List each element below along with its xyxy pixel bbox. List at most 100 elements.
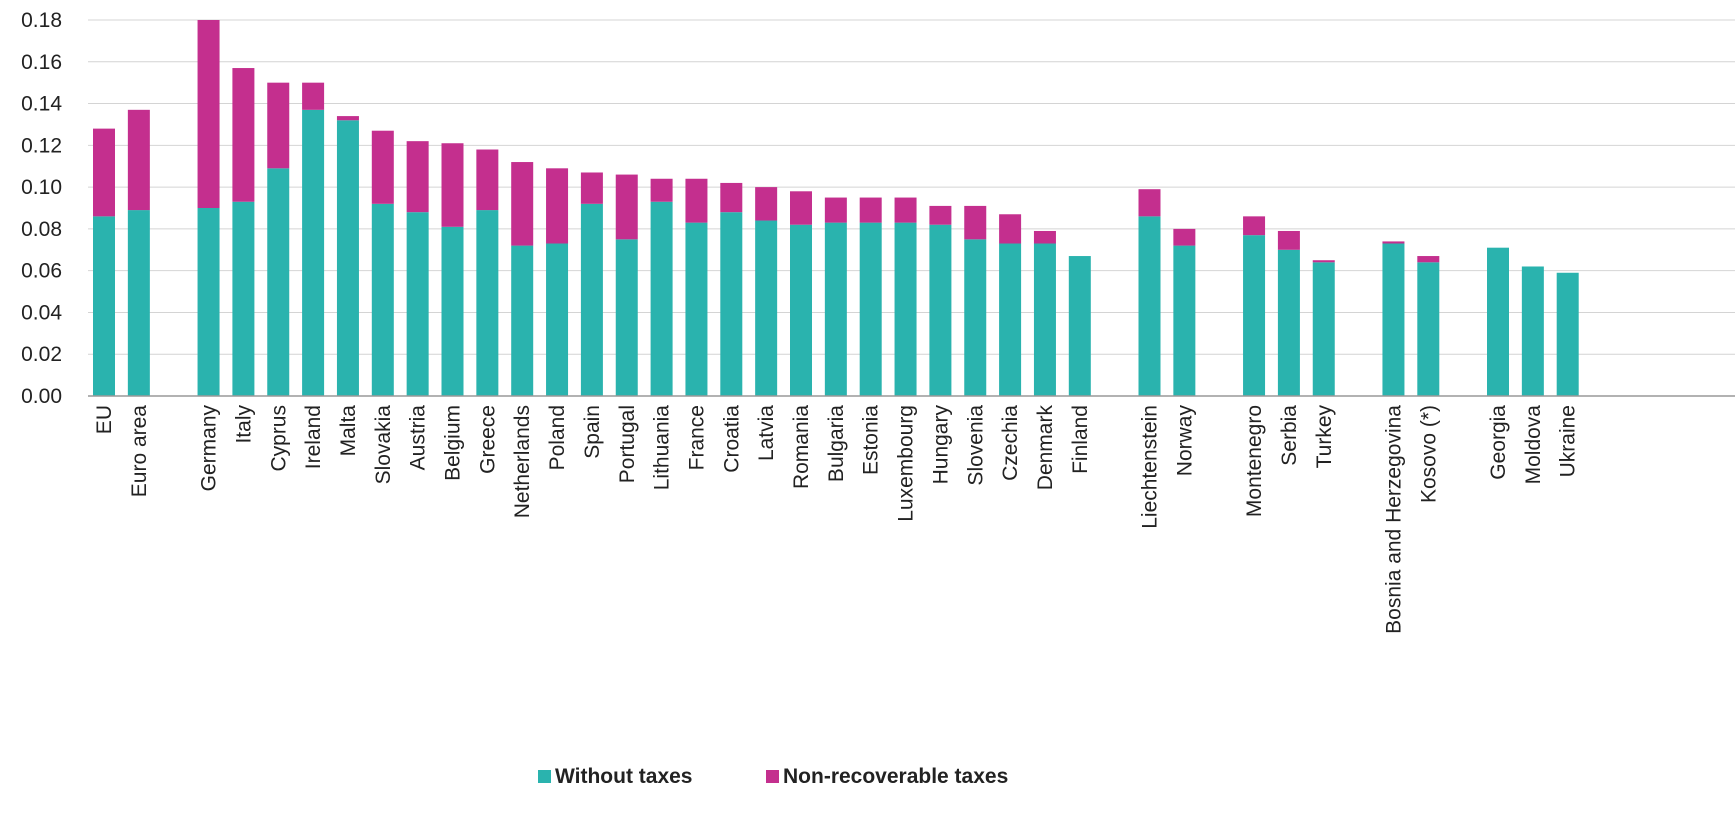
bar-non-recoverable-taxes-italy xyxy=(232,68,255,202)
y-axis-tick-labels: 0.00 0.02 0.04 0.06 0.08 0.10 0.12 0.14 0.16 0.18 xyxy=(21,9,62,408)
y-tick-label: 0.10 xyxy=(21,176,62,199)
x-tick-label-eu: EU xyxy=(93,405,116,434)
y-tick-label: 0.06 xyxy=(21,260,62,283)
bar-non-recoverable-taxes-serbia xyxy=(1277,230,1300,250)
bar-non-recoverable-taxes-liechtenstein xyxy=(1138,189,1161,217)
bar-without-taxes-czechia xyxy=(999,243,1022,396)
legend: Without taxes Non-recoverable taxes xyxy=(538,765,1008,788)
x-tick-label-ireland: Ireland xyxy=(302,405,325,469)
bar-without-taxes-ireland xyxy=(302,109,325,397)
x-tick-label-portugal: Portugal xyxy=(616,405,639,483)
x-tick-label-finland: Finland xyxy=(1069,405,1092,474)
bar-without-taxes-italy xyxy=(232,201,255,396)
x-tick-label-czechia: Czechia xyxy=(999,405,1022,481)
x-tick-label-slovenia: Slovenia xyxy=(964,405,987,486)
bar-non-recoverable-taxes-malta xyxy=(336,116,359,121)
bar-non-recoverable-taxes-portugal xyxy=(615,174,638,240)
y-tick-label: 0.04 xyxy=(21,301,62,324)
y-tick-label: 0.18 xyxy=(21,9,62,32)
y-tick-label: 0.00 xyxy=(21,385,62,408)
y-tick-label: 0.02 xyxy=(21,343,62,366)
x-tick-label-croatia: Croatia xyxy=(720,405,743,473)
bar-non-recoverable-taxes-germany xyxy=(197,20,220,208)
x-tick-label-moldova: Moldova xyxy=(1522,405,1545,485)
bar-non-recoverable-taxes-euro-area xyxy=(127,109,150,211)
bar-non-recoverable-taxes-spain xyxy=(580,172,603,204)
bar-without-taxes-bulgaria xyxy=(824,222,847,396)
bar-without-taxes-malta xyxy=(336,120,359,397)
bar-without-taxes-spain xyxy=(580,203,603,396)
bar-non-recoverable-taxes-bosnia-and-herzegovina xyxy=(1382,241,1405,244)
y-tick-label: 0.14 xyxy=(21,93,62,116)
bar-non-recoverable-taxes-greece xyxy=(476,149,499,211)
x-tick-label-bosnia-and-herzegovina: Bosnia and Herzegovina xyxy=(1382,405,1405,634)
x-tick-label-montenegro: Montenegro xyxy=(1243,405,1266,517)
bar-non-recoverable-taxes-poland xyxy=(546,168,569,244)
x-tick-label-spain: Spain xyxy=(581,405,604,459)
x-tick-label-latvia: Latvia xyxy=(755,405,778,461)
gridlines xyxy=(88,19,1735,355)
bar-without-taxes-finland xyxy=(1068,256,1091,396)
legend-label-without-taxes: Without taxes xyxy=(555,765,692,788)
bar-non-recoverable-taxes-kosovo-star xyxy=(1417,256,1440,263)
x-tick-label-france: France xyxy=(685,405,708,470)
x-tick-label-hungary: Hungary xyxy=(929,405,952,485)
bar-without-taxes-denmark xyxy=(1033,243,1056,396)
bar-without-taxes-lithuania xyxy=(650,201,673,396)
bar-non-recoverable-taxes-latvia xyxy=(755,187,778,221)
x-tick-label-turkey: Turkey xyxy=(1313,405,1336,469)
bar-without-taxes-serbia xyxy=(1277,249,1300,396)
x-tick-label-greece: Greece xyxy=(476,405,499,474)
x-tick-label-norway: Norway xyxy=(1173,405,1196,477)
bar-without-taxes-estonia xyxy=(859,222,882,396)
bar-non-recoverable-taxes-eu xyxy=(93,128,115,217)
x-tick-label-cyprus: Cyprus xyxy=(267,405,290,472)
bar-non-recoverable-taxes-lithuania xyxy=(650,178,673,202)
bar-without-taxes-austria xyxy=(406,212,429,396)
x-tick-label-austria: Austria xyxy=(407,405,430,471)
bar-without-taxes-greece xyxy=(476,210,499,396)
bar-without-taxes-netherlands xyxy=(511,245,534,396)
bar-non-recoverable-taxes-ireland xyxy=(302,82,325,110)
bar-without-taxes-hungary xyxy=(929,224,952,396)
x-tick-label-estonia: Estonia xyxy=(860,405,883,475)
x-tick-label-georgia: Georgia xyxy=(1487,405,1510,480)
legend-label-non-recoverable-taxes: Non-recoverable taxes xyxy=(783,765,1008,788)
bar-without-taxes-poland xyxy=(546,243,569,396)
bar-without-taxes-luxembourg xyxy=(894,222,917,396)
bar-non-recoverable-taxes-luxembourg xyxy=(894,197,917,223)
bars xyxy=(93,20,1579,397)
x-tick-label-malta: Malta xyxy=(337,405,360,457)
x-tick-label-netherlands: Netherlands xyxy=(511,405,534,518)
bar-without-taxes-georgia xyxy=(1487,247,1509,396)
x-tick-label-euro-area: Euro area xyxy=(128,405,151,498)
bar-non-recoverable-taxes-bulgaria xyxy=(824,197,847,223)
bar-non-recoverable-taxes-turkey xyxy=(1312,260,1335,263)
bar-non-recoverable-taxes-slovakia xyxy=(371,130,394,204)
bar-without-taxes-belgium xyxy=(441,226,464,396)
x-tick-label-serbia: Serbia xyxy=(1278,405,1301,466)
x-tick-label-denmark: Denmark xyxy=(1034,405,1057,491)
bar-without-taxes-france xyxy=(685,222,708,396)
y-tick-label: 0.16 xyxy=(21,51,62,74)
bar-without-taxes-liechtenstein xyxy=(1138,216,1161,396)
bar-non-recoverable-taxes-romania xyxy=(790,191,812,225)
bar-without-taxes-kosovo-star xyxy=(1417,262,1440,396)
x-tick-label-romania: Romania xyxy=(790,405,813,489)
y-tick-label: 0.08 xyxy=(21,218,62,241)
x-tick-label-kosovo-star: Kosovo (*) xyxy=(1417,405,1440,503)
bar-without-taxes-bosnia-and-herzegovina xyxy=(1382,243,1405,396)
bar-non-recoverable-taxes-cyprus xyxy=(267,82,290,169)
bar-non-recoverable-taxes-austria xyxy=(406,141,429,213)
bar-without-taxes-slovakia xyxy=(371,203,394,396)
legend-swatch-non-recoverable-taxes xyxy=(766,770,779,783)
x-tick-label-luxembourg: Luxembourg xyxy=(895,405,918,522)
x-tick-label-liechtenstein: Liechtenstein xyxy=(1139,405,1162,529)
bar-without-taxes-romania xyxy=(790,224,812,396)
x-tick-label-bulgaria: Bulgaria xyxy=(825,405,848,482)
x-tick-label-germany: Germany xyxy=(198,405,221,492)
bar-without-taxes-montenegro xyxy=(1243,235,1266,396)
x-tick-label-italy: Italy xyxy=(232,405,255,444)
x-tick-label-poland: Poland xyxy=(546,405,569,470)
bar-without-taxes-slovenia xyxy=(964,239,987,396)
